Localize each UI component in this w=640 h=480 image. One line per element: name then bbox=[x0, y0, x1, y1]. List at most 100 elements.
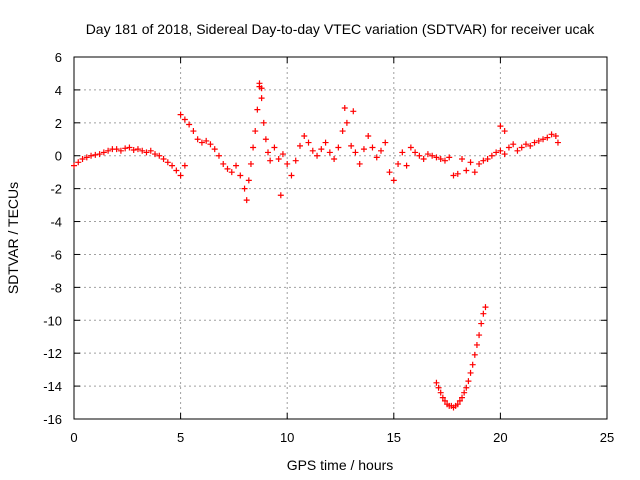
x-tick-label: 25 bbox=[600, 430, 614, 445]
x-tick-label: 0 bbox=[70, 430, 77, 445]
data-point bbox=[173, 167, 180, 174]
data-point bbox=[296, 142, 303, 149]
data-point bbox=[493, 149, 500, 156]
data-point bbox=[156, 152, 163, 159]
x-tick-label: 10 bbox=[280, 430, 294, 445]
data-point bbox=[441, 397, 448, 404]
data-point bbox=[147, 147, 154, 154]
data-point bbox=[177, 172, 184, 179]
data-point bbox=[211, 146, 218, 153]
data-point bbox=[369, 144, 376, 151]
data-point bbox=[456, 397, 463, 404]
data-point bbox=[203, 137, 210, 144]
data-point bbox=[254, 106, 261, 113]
data-point bbox=[482, 304, 489, 311]
series-main-trace bbox=[71, 80, 561, 204]
data-point bbox=[463, 167, 470, 174]
data-point bbox=[407, 144, 414, 151]
data-point bbox=[92, 151, 99, 158]
data-point bbox=[215, 152, 222, 159]
data-point bbox=[501, 151, 508, 158]
data-point bbox=[365, 132, 372, 139]
data-point bbox=[514, 147, 521, 154]
data-point bbox=[360, 146, 367, 153]
data-point bbox=[224, 165, 231, 172]
data-point bbox=[241, 185, 248, 192]
data-point bbox=[71, 162, 77, 169]
data-point bbox=[527, 142, 534, 149]
data-point bbox=[220, 160, 227, 167]
data-point bbox=[463, 384, 470, 391]
data-point bbox=[96, 151, 103, 158]
y-tick-label: -6 bbox=[50, 247, 62, 262]
data-point bbox=[194, 136, 201, 143]
data-point bbox=[505, 144, 512, 151]
data-point bbox=[335, 144, 342, 151]
data-point bbox=[437, 389, 444, 396]
x-axis-label: GPS time / hours bbox=[287, 457, 394, 473]
data-point bbox=[469, 361, 476, 368]
y-tick-label: 4 bbox=[55, 83, 62, 98]
data-point bbox=[339, 128, 346, 135]
data-point bbox=[350, 108, 357, 115]
data-point bbox=[459, 156, 466, 163]
chart-title: Day 181 of 2018, Sidereal Day-to-day VTE… bbox=[86, 21, 596, 37]
data-point bbox=[446, 154, 453, 161]
data-point bbox=[510, 141, 517, 148]
data-point bbox=[262, 136, 269, 143]
data-point bbox=[373, 154, 380, 161]
data-point bbox=[352, 149, 359, 156]
data-point bbox=[130, 146, 137, 153]
data-point bbox=[484, 156, 491, 163]
data-point bbox=[540, 136, 547, 143]
data-point bbox=[243, 197, 250, 204]
data-point bbox=[480, 310, 487, 317]
data-point bbox=[420, 156, 427, 163]
x-tick-label: 20 bbox=[493, 430, 507, 445]
data-point bbox=[207, 141, 214, 148]
data-point bbox=[467, 159, 474, 166]
data-point bbox=[480, 157, 487, 164]
data-point bbox=[309, 147, 316, 154]
data-point bbox=[117, 147, 124, 154]
y-tick-label: -16 bbox=[43, 412, 62, 427]
data-point bbox=[497, 147, 504, 154]
data-point bbox=[450, 172, 457, 179]
data-point bbox=[478, 320, 485, 327]
data-point bbox=[331, 156, 338, 163]
data-point bbox=[535, 137, 542, 144]
data-point bbox=[275, 156, 282, 163]
data-point bbox=[429, 152, 436, 159]
data-point bbox=[245, 177, 252, 184]
data-point bbox=[301, 132, 308, 139]
data-point bbox=[497, 123, 504, 130]
data-point bbox=[395, 160, 402, 167]
y-tick-label: 6 bbox=[55, 50, 62, 65]
data-point bbox=[326, 149, 333, 156]
plot-frame bbox=[73, 56, 608, 420]
data-point bbox=[454, 401, 461, 408]
y-tick-label: -8 bbox=[50, 280, 62, 295]
data-point bbox=[88, 152, 95, 159]
y-tick-label: 0 bbox=[55, 149, 62, 164]
data-point bbox=[181, 116, 188, 123]
y-tick-label: -2 bbox=[50, 182, 62, 197]
data-point bbox=[258, 95, 265, 102]
data-point bbox=[439, 394, 446, 401]
data-point bbox=[433, 154, 440, 161]
data-point bbox=[139, 147, 146, 154]
data-point bbox=[83, 154, 90, 161]
y-axis-label: SDTVAR / TECUs bbox=[5, 182, 21, 294]
data-point bbox=[143, 149, 150, 156]
data-point bbox=[378, 147, 385, 154]
data-point bbox=[552, 132, 559, 139]
data-point bbox=[250, 144, 257, 151]
y-tick-label: -4 bbox=[50, 215, 62, 230]
data-point bbox=[322, 139, 329, 146]
data-point bbox=[247, 160, 254, 167]
data-point bbox=[134, 146, 141, 153]
data-point bbox=[100, 149, 107, 156]
data-point bbox=[467, 369, 474, 376]
